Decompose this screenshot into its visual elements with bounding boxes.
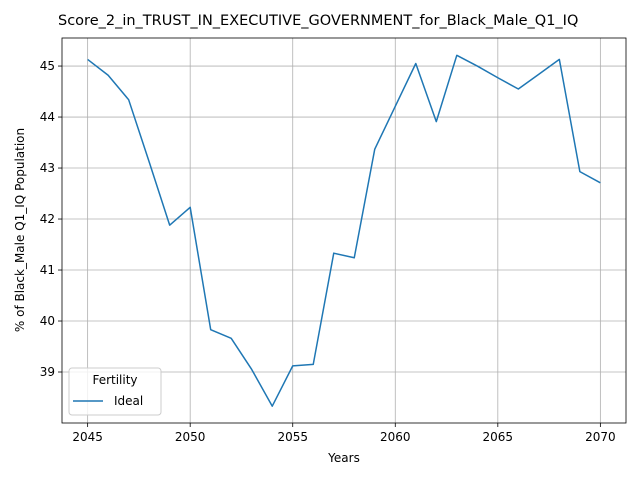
y-axis-label: % of Black_Male Q1_IQ Population bbox=[13, 128, 27, 332]
y-tick-label: 41 bbox=[40, 263, 55, 277]
y-tick-label: 42 bbox=[40, 212, 55, 226]
legend-box bbox=[68, 367, 162, 416]
x-tick-label: 2050 bbox=[175, 430, 206, 444]
x-axis-ticks: 2045 2050 2055 2060 2065 2070 bbox=[72, 423, 616, 444]
y-tick-label: 40 bbox=[40, 314, 55, 328]
x-tick-label: 2070 bbox=[585, 430, 616, 444]
y-tick-label: 39 bbox=[40, 365, 55, 379]
plot-area bbox=[61, 37, 627, 424]
series-lines bbox=[87, 54, 601, 407]
x-tick-label: 2060 bbox=[380, 430, 411, 444]
legend-label: Ideal bbox=[114, 394, 143, 408]
legend-title: Fertility bbox=[92, 373, 137, 387]
y-tick-label: 45 bbox=[40, 59, 55, 73]
x-tick-label: 2065 bbox=[483, 430, 514, 444]
grid bbox=[62, 38, 626, 423]
x-tick-label: 2045 bbox=[72, 430, 103, 444]
chart-title: Score_2_in_TRUST_IN_EXECUTIVE_GOVERNMENT… bbox=[58, 13, 578, 29]
y-axis-ticks: 39 40 41 42 43 44 45 bbox=[40, 59, 62, 379]
y-tick-label: 43 bbox=[40, 161, 55, 175]
legend: Fertility Ideal bbox=[68, 367, 162, 416]
x-axis-label: Years bbox=[327, 451, 360, 465]
series-line-ideal bbox=[87, 54, 601, 407]
y-tick-label: 44 bbox=[40, 110, 55, 124]
x-tick-label: 2055 bbox=[277, 430, 308, 444]
